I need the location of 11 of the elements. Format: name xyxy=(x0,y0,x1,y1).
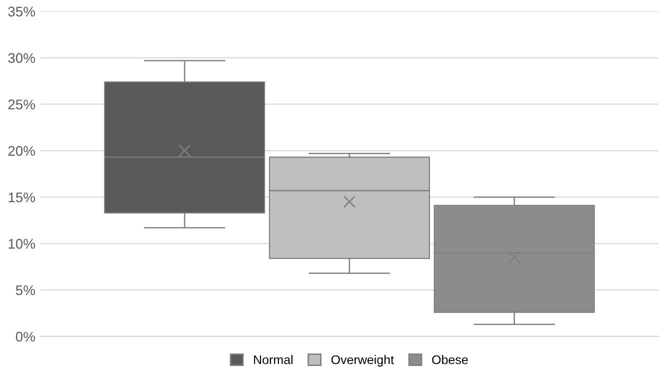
y-tick-label: 5% xyxy=(16,285,35,296)
y-tick-label: 35% xyxy=(8,6,35,17)
y-tick-label: 10% xyxy=(8,238,35,249)
legend-label: Normal xyxy=(254,354,292,364)
y-tick-label: 25% xyxy=(8,100,35,110)
legend-label: Obese xyxy=(432,354,468,364)
y-tick-label: 15% xyxy=(8,192,35,202)
y-tick-label: 20% xyxy=(8,146,35,156)
legend-label: Overweight xyxy=(331,354,394,367)
y-tick-label: 0% xyxy=(16,332,35,342)
y-tick-label: 30% xyxy=(8,53,35,63)
